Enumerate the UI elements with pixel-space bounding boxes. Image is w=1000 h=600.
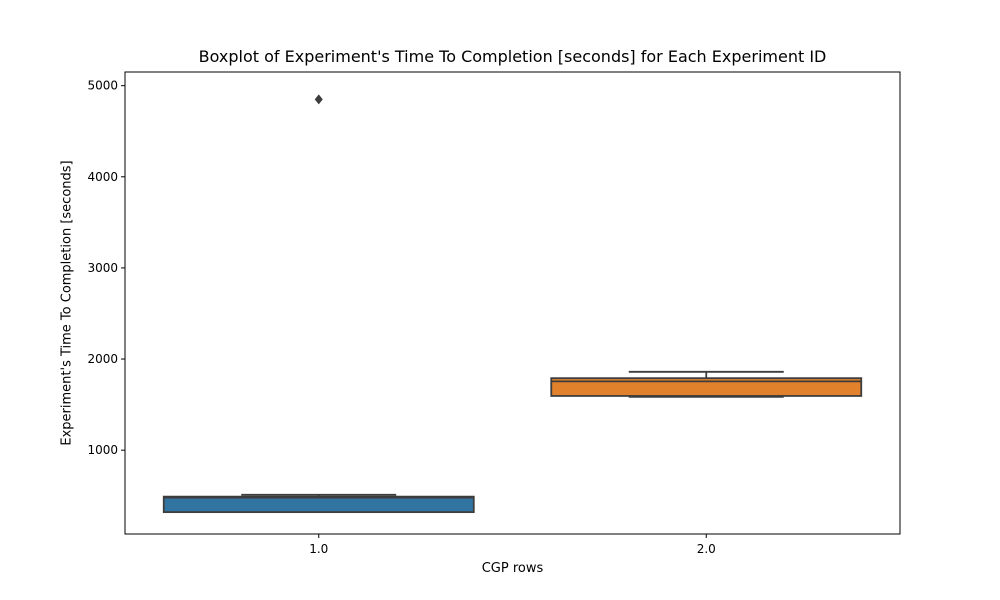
y-tick-label: 3000 — [87, 261, 118, 275]
chart-title: Boxplot of Experiment's Time To Completi… — [198, 47, 827, 66]
y-tick-label: 5000 — [87, 79, 118, 93]
y-tick-label: 4000 — [87, 170, 118, 184]
plot-frame — [124, 71, 901, 535]
x-axis-label: CGP rows — [481, 561, 544, 576]
x-tick-label: 2.0 — [697, 542, 716, 556]
y-tick-label: 1000 — [87, 443, 118, 457]
box-body — [550, 377, 863, 397]
y-tick-label: 2000 — [87, 352, 118, 366]
box-body — [162, 495, 475, 514]
y-axis-label: Experiment's Time To Completion [seconds… — [59, 160, 75, 446]
box-outlier-point — [314, 94, 323, 105]
x-tick-label: 1.0 — [309, 542, 328, 556]
